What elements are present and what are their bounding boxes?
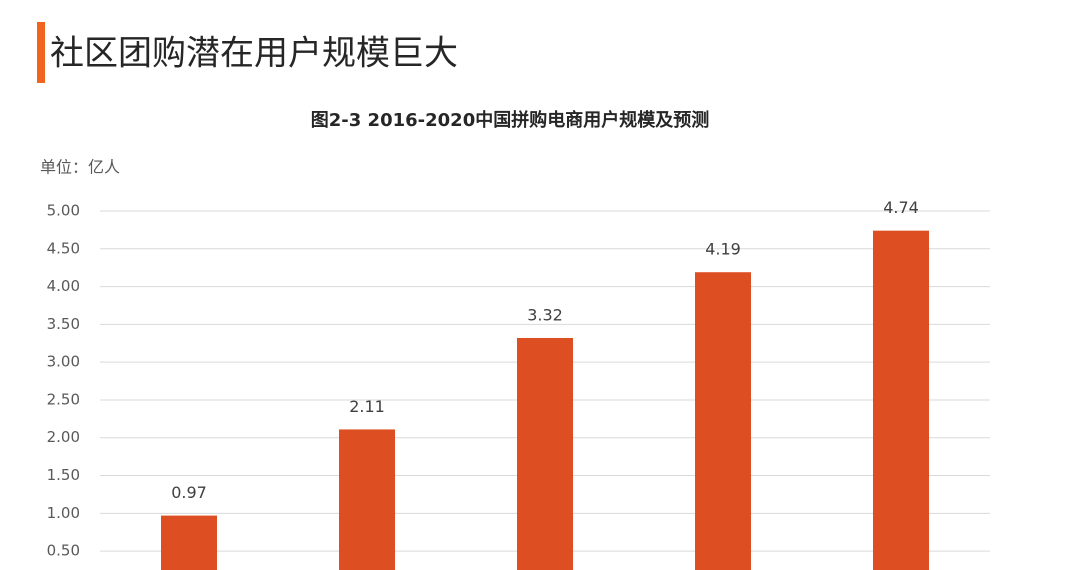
- bar: [339, 429, 395, 570]
- y-tick-label: 5.00: [47, 202, 80, 220]
- y-tick-label: 1.50: [47, 466, 80, 484]
- y-tick-label: 3.50: [47, 315, 80, 333]
- chart-title: 图2-3 2016-2020中国拼购电商用户规模及预测: [311, 109, 709, 131]
- y-tick-label: 2.50: [47, 390, 80, 408]
- title-accent: [37, 22, 45, 83]
- y-tick-label: 4.00: [47, 277, 80, 295]
- bar: [695, 272, 751, 570]
- bar: [517, 337, 573, 570]
- value-label: 3.32: [527, 305, 563, 324]
- y-tick-label: 1.00: [47, 504, 80, 522]
- unit-label: 单位：亿人: [40, 158, 120, 177]
- value-label: 0.97: [171, 483, 207, 502]
- y-tick-label: 2.00: [47, 428, 80, 446]
- page-title: 社区团购潜在用户规模巨大: [50, 34, 458, 74]
- y-tick-label: 3.00: [47, 353, 80, 371]
- bar: [873, 230, 929, 570]
- bar: [161, 515, 217, 570]
- y-tick-label: 4.50: [47, 239, 80, 257]
- y-tick-label: 0.50: [47, 542, 80, 560]
- value-label: 4.74: [883, 198, 919, 217]
- value-label: 4.19: [705, 240, 741, 259]
- value-label: 2.11: [349, 397, 385, 416]
